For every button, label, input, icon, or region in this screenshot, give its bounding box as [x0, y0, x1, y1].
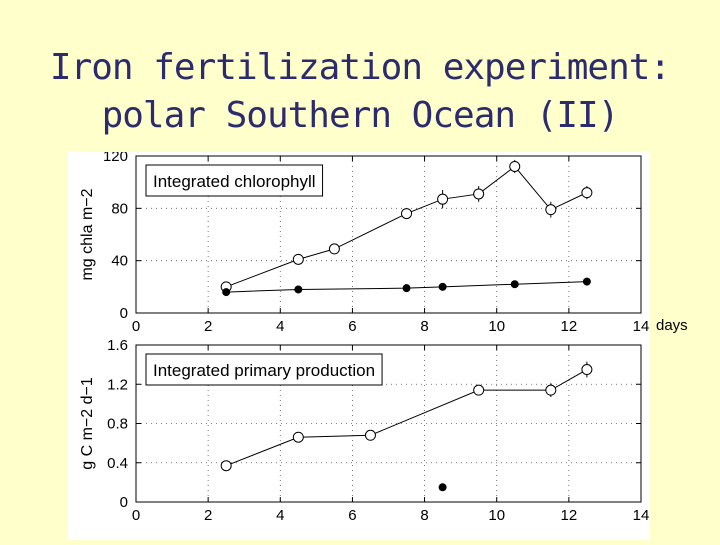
x-unit-label: days: [656, 317, 688, 334]
y-axis-label: g C m−2 d−1: [79, 377, 96, 470]
data-point-filled: [294, 285, 303, 294]
data-point-open: [473, 384, 485, 396]
data-point-open: [545, 384, 557, 396]
chart-title-box: [145, 164, 324, 197]
data-point-open: [364, 429, 376, 441]
x-tick-label: 8: [420, 507, 428, 524]
data-point-open: [473, 188, 485, 200]
axes-frame: [135, 155, 642, 314]
title-line-2: polar Southern Ocean (II): [101, 95, 620, 136]
chart-panel-2: 0 2 4 6 8 10 12 14 0 0.4 0.8 1.2 1.6 g C m−2 d−1 Integ…: [79, 337, 649, 524]
data-point-open: [545, 204, 557, 216]
x-tick-label: 2: [204, 507, 212, 524]
data-point-open: [292, 253, 304, 265]
data-point-open: [220, 460, 232, 472]
data-point-open: [581, 187, 593, 199]
x-tick-label: 12: [561, 318, 578, 335]
chart-title-box: [145, 353, 383, 386]
x-tick-label: 10: [488, 318, 505, 335]
y-tick-label: 80: [111, 200, 128, 217]
data-point-open: [581, 364, 593, 376]
y-axis-label: mg chla m−2: [79, 188, 96, 280]
data-point-open: [437, 193, 449, 205]
x-tick-label: 2: [204, 318, 212, 335]
x-tick-label: 10: [488, 507, 505, 524]
chart-title: Integrated chlorophyll: [153, 172, 316, 191]
y-tick-label: 1.6: [107, 337, 128, 354]
data-point-filled: [510, 280, 519, 289]
x-tick-label: 8: [420, 318, 428, 335]
x-tick-label: 0: [132, 507, 140, 524]
data-point-open: [328, 243, 340, 255]
y-tick-label: 0.8: [107, 416, 128, 433]
y-tick-label: 0: [120, 305, 128, 322]
x-tick-label: 4: [276, 318, 284, 335]
data-point-open: [401, 208, 413, 220]
y-tick-label: 0: [120, 494, 128, 511]
data-point-filled: [582, 277, 591, 286]
data-point-filled: [402, 284, 411, 293]
x-tick-label: 14: [633, 318, 650, 335]
x-tick-label: 0: [132, 318, 140, 335]
x-tick-label: 6: [348, 507, 356, 524]
data-point-filled: [438, 483, 447, 492]
series-line: [225, 369, 588, 467]
figure-panel: 0 2 4 6 8 10 12 14 0 40 80 120 mg chla m−2 Integrated…: [68, 148, 650, 540]
slide-title: Iron fertilization experiment: polar Sou…: [0, 44, 720, 140]
x-tick-label: 14: [633, 507, 650, 524]
chart-title: Integrated primary production: [153, 361, 375, 380]
data-point-filled: [222, 288, 231, 297]
data-point-open: [292, 431, 304, 443]
title-line-1: Iron fertilization experiment:: [49, 47, 671, 88]
data-point-open: [509, 160, 521, 172]
data-point-filled: [438, 282, 447, 291]
x-tick-label: 6: [348, 318, 356, 335]
y-tick-label: 0.4: [107, 455, 128, 472]
y-tick-label: 120: [103, 152, 128, 165]
y-tick-label: 40: [111, 253, 128, 270]
y-tick-label: 1.2: [107, 376, 128, 393]
x-tick-label: 4: [276, 507, 284, 524]
chart-panel-1: 0 2 4 6 8 10 12 14 0 40 80 120 mg chla m−2 Integrated…: [79, 148, 650, 335]
x-tick-label: 12: [561, 507, 578, 524]
series-line: [226, 281, 587, 293]
